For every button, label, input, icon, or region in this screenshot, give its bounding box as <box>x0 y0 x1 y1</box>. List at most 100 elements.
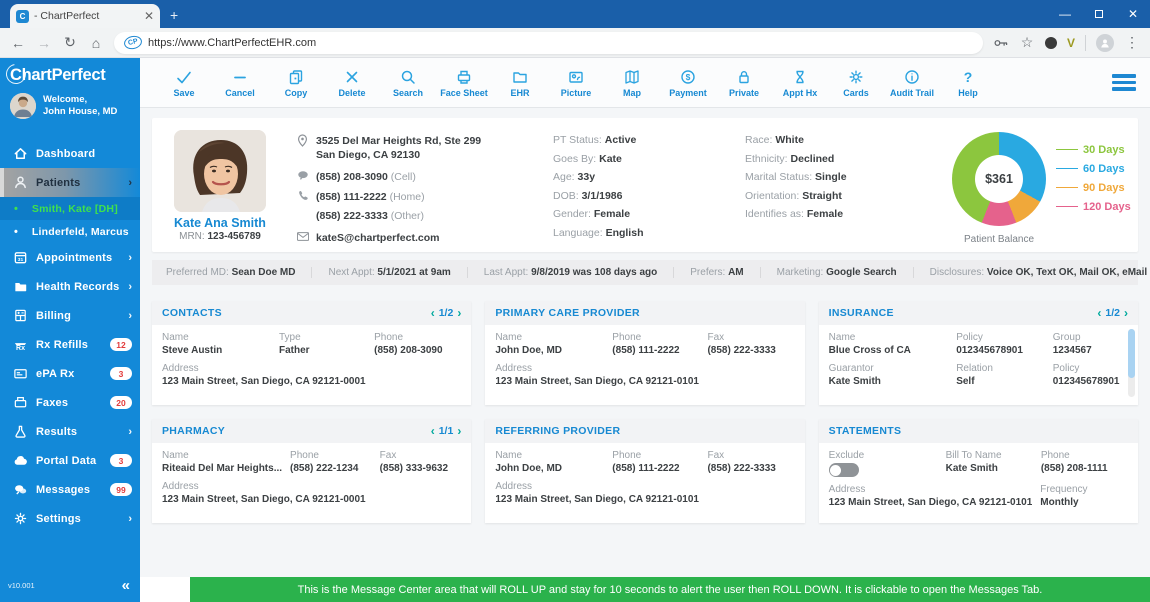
minus-icon <box>231 68 249 86</box>
sidebar-collapse-icon[interactable]: « <box>122 577 130 594</box>
browser-tab[interactable]: C - ChartPerfect ✕ <box>10 4 160 28</box>
pager-next-icon[interactable]: › <box>1124 306 1128 320</box>
pager-next-icon[interactable]: › <box>457 424 461 438</box>
extension-icon-1[interactable] <box>1045 37 1057 49</box>
search-button[interactable]: Search <box>382 68 434 98</box>
pager-prev-icon[interactable]: ‹ <box>1097 306 1101 320</box>
sidebar-item-rx-refills[interactable]: Rx Rx Refills 12 <box>0 330 140 359</box>
pharmacy-pager: ‹ 1/1 › <box>431 424 462 438</box>
cancel-button[interactable]: Cancel <box>214 68 266 98</box>
tab-close-icon[interactable]: ✕ <box>144 9 154 23</box>
window-maximize-button[interactable] <box>1082 0 1116 28</box>
picture-icon <box>567 68 585 86</box>
legend-item-90-days: 90 Days <box>1056 182 1131 194</box>
statements-card: STATEMENTS Exclude Bill To NameKate Smit… <box>819 419 1138 523</box>
svg-text:31: 31 <box>17 257 23 263</box>
insurance-scrollbar[interactable] <box>1128 329 1135 397</box>
sidebar-item-patients[interactable]: Patients › <box>0 168 140 197</box>
browser-addressbar: ← → ↻ ⌂ CP https://www.ChartPerfectEHR.c… <box>0 28 1150 58</box>
folder-icon <box>12 279 28 294</box>
balance-amount: $361 <box>975 155 1023 203</box>
calendar-icon: 31 <box>12 250 28 265</box>
map-button[interactable]: Map <box>606 68 658 98</box>
calculator-icon <box>12 308 28 323</box>
menu-hamburger-icon[interactable] <box>1112 74 1136 91</box>
primary-care-provider-card: PRIMARY CARE PROVIDER NameJohn Doe, MD P… <box>485 301 804 405</box>
insurance-title: INSURANCE <box>829 307 894 319</box>
bookmark-star-icon[interactable]: ☆ <box>1019 34 1035 51</box>
rx-refills-badge: 12 <box>110 338 132 351</box>
appt-hx-button[interactable]: Appt Hx <box>774 68 826 98</box>
statements-title: STATEMENTS <box>829 425 902 437</box>
app-toolbar: Save Cancel Copy Delete Search Face Shee… <box>140 58 1150 108</box>
home-icon[interactable]: ⌂ <box>88 35 104 51</box>
phone-icon <box>296 190 309 205</box>
sidebar-item-appointments[interactable]: 31 Appointments › <box>0 243 140 272</box>
sidebar-item-messages[interactable]: Messages 99 <box>0 475 140 504</box>
demographics-column-2: Race: White Ethnicity: Declined Marital … <box>745 130 930 240</box>
back-icon[interactable]: ← <box>10 35 26 51</box>
sidebar-item-patient-linderfeld-marcus[interactable]: • Linderfeld, Marcus [MV] <box>0 220 140 243</box>
chevron-right-icon: › <box>128 310 132 322</box>
gear-icon <box>12 511 28 526</box>
referring-title: REFERRING PROVIDER <box>495 425 620 437</box>
sidebar: ChartPerfect Welcome, John House, MD Das… <box>0 58 140 602</box>
contacts-card: CONTACTS ‹ 1/2 › NameSteve Austin TypeFa… <box>152 301 471 405</box>
delete-button[interactable]: Delete <box>326 68 378 98</box>
save-button[interactable]: Save <box>158 68 210 98</box>
face-sheet-button[interactable]: Face Sheet <box>438 68 490 98</box>
browser-menu-icon[interactable]: ⋮ <box>1124 34 1140 51</box>
user-avatar[interactable] <box>10 93 36 119</box>
new-tab-button[interactable]: + <box>170 7 178 23</box>
browser-profile-avatar[interactable] <box>1096 34 1114 52</box>
ehr-button[interactable]: EHR <box>494 68 546 98</box>
pager-prev-icon[interactable]: ‹ <box>431 306 435 320</box>
sidebar-item-faxes[interactable]: Faxes 20 <box>0 388 140 417</box>
welcome-text: Welcome, John House, MD <box>43 94 117 118</box>
url-field[interactable]: CP https://www.ChartPerfectEHR.com <box>114 32 983 54</box>
sms-bubble-icon <box>296 170 309 185</box>
extension-icon-2[interactable]: V <box>1067 36 1075 50</box>
patient-summary-panel: Kate Ana Smith MRN: 123-456789 3525 Del … <box>152 118 1138 252</box>
rx-icon: Rx <box>12 337 28 352</box>
copy-button[interactable]: Copy <box>270 68 322 98</box>
forward-icon[interactable]: → <box>36 35 52 51</box>
audit-trail-button[interactable]: Audit Trail <box>886 68 938 98</box>
payment-button[interactable]: $ Payment <box>662 68 714 98</box>
sidebar-item-dashboard[interactable]: Dashboard <box>0 139 140 168</box>
chart-legend: 30 Days 60 Days 90 Days 120 Days <box>1056 132 1131 240</box>
pager-prev-icon[interactable]: ‹ <box>431 424 435 438</box>
window-minimize-button[interactable]: — <box>1048 0 1082 28</box>
picture-button[interactable]: Picture <box>550 68 602 98</box>
pcp-title: PRIMARY CARE PROVIDER <box>495 307 640 319</box>
sidebar-item-patient-smith-kate[interactable]: • Smith, Kate [DH] <box>0 197 140 220</box>
patient-photo <box>174 130 266 212</box>
search-icon <box>399 68 417 86</box>
location-pin-icon <box>296 134 309 162</box>
sidebar-item-billing[interactable]: Billing › <box>0 301 140 330</box>
printer-icon <box>455 68 473 86</box>
sidebar-item-settings[interactable]: Settings › <box>0 504 140 533</box>
home-icon <box>12 146 28 161</box>
sidebar-item-health-records[interactable]: Health Records › <box>0 272 140 301</box>
private-button[interactable]: Private <box>718 68 770 98</box>
reload-icon[interactable]: ↻ <box>62 34 78 51</box>
pharmacy-card: PHARMACY ‹ 1/1 › NameRiteaid Del Mar Hei… <box>152 419 471 523</box>
help-button[interactable]: ? Help <box>942 68 994 98</box>
bullet-icon: • <box>14 203 18 215</box>
sidebar-item-portal-data[interactable]: Portal Data 3 <box>0 446 140 475</box>
sidebar-item-results[interactable]: Results › <box>0 417 140 446</box>
window-close-button[interactable]: ✕ <box>1116 0 1150 28</box>
bullet-icon: • <box>14 226 18 238</box>
sidebar-item-epa-rx[interactable]: ePA Rx 3 <box>0 359 140 388</box>
svg-text:Rx: Rx <box>16 345 25 352</box>
check-icon <box>175 68 193 86</box>
exclude-toggle[interactable] <box>829 463 859 477</box>
info-circle-icon <box>903 68 921 86</box>
key-icon[interactable] <box>993 36 1009 50</box>
message-center-bar[interactable]: This is the Message Center area that wil… <box>190 577 1150 602</box>
patient-name: Kate Ana Smith <box>166 216 274 230</box>
pager-next-icon[interactable]: › <box>457 306 461 320</box>
demographics-column-1: PT Status: Active Goes By: Kate Age: 33y… <box>553 130 723 240</box>
cards-button[interactable]: Cards <box>830 68 882 98</box>
